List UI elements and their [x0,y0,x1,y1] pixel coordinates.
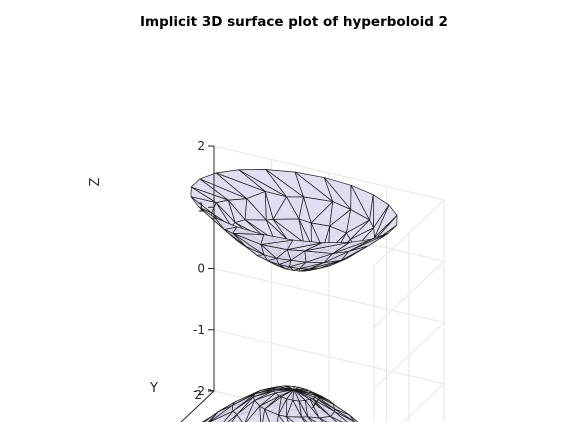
y-axis-label: Y [149,381,158,396]
lower-sheet-face [286,416,295,422]
lower-sheet-face [307,416,316,422]
upper-sheet-face [260,234,294,245]
lower-sheet-face [245,405,261,422]
lower-sheet-face [227,414,238,422]
grid-line [213,145,445,201]
lower-sheet-face [301,416,313,422]
upper-sheet-face [304,242,350,252]
lower-sheet-face [330,416,343,422]
upper-sheet-face [286,239,323,250]
lower-sheet-face [209,410,234,422]
x-axis-label: X [312,397,321,412]
lower-sheet-face [286,416,306,422]
lower-sheet-face [277,386,295,391]
grid-line [213,329,445,385]
upper-sheet-face [190,196,212,214]
lower-sheet-face [301,416,308,422]
grid-line [213,268,445,323]
upper-sheet-face [214,217,238,230]
lower-sheet-face [330,411,348,422]
z-tick-label: -1 [193,323,205,337]
z-tick-label: 1 [197,200,205,214]
lower-sheet-face [208,411,218,422]
lower-sheet-face [231,414,243,422]
upper-sheet-face [198,206,216,219]
y-axis-line [180,390,215,422]
surface-layer [190,169,398,422]
lower-sheet-face [307,416,324,422]
lower-sheet-face [293,389,310,391]
lower-sheet-face [318,417,328,422]
z-tick-label: -2 [193,384,205,398]
lower-sheet-face [262,408,270,422]
lower-sheet-face [293,387,300,391]
lower-sheet-face [318,416,338,422]
y-tick-label: 2 [194,388,202,402]
lower-sheet-face [276,414,284,422]
z-axis-label: Z [88,177,103,186]
z-tick-label: 2 [197,139,205,153]
z-tick-label: 0 [197,262,205,276]
lower-sheet-face [278,414,289,422]
lower-sheet-face [284,385,295,391]
lower-sheet-face [264,408,279,422]
chart-title: Implicit 3D surface plot of hyperboloid … [140,14,448,30]
lower-sheet-face [223,410,238,422]
upper-sheet-face [232,226,265,235]
lower-sheet-face [293,389,313,394]
lower-sheet-face [293,388,306,391]
